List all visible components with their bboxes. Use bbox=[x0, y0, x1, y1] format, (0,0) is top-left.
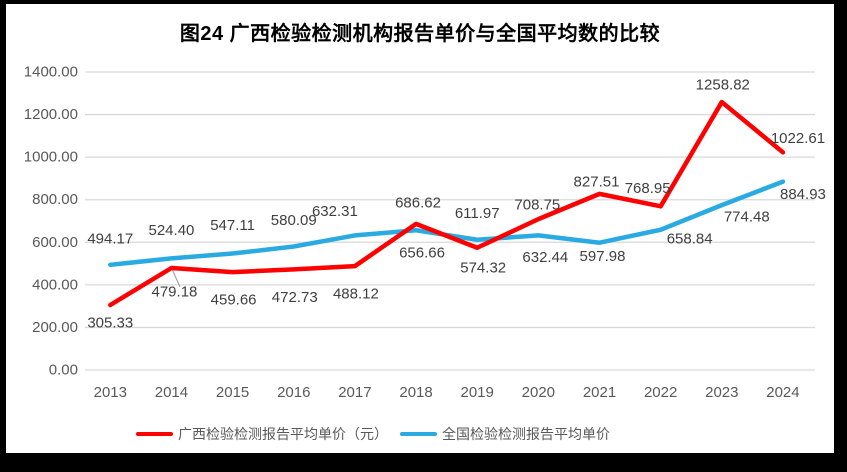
y-axis-tick-label: 1000.00 bbox=[24, 149, 78, 166]
data-label: 632.44 bbox=[522, 249, 568, 266]
y-axis-tick-label: 1200.00 bbox=[24, 106, 78, 123]
data-label: 1022.61 bbox=[771, 130, 825, 147]
data-label: 305.33 bbox=[87, 315, 133, 332]
x-axis-tick-label: 2022 bbox=[644, 384, 677, 401]
data-label: 774.48 bbox=[724, 209, 770, 226]
label-leader-line bbox=[171, 268, 181, 288]
data-label: 658.84 bbox=[667, 230, 713, 247]
guangxi-series-line bbox=[108, 99, 786, 308]
data-label: 632.31 bbox=[312, 203, 358, 220]
chart-canvas: 图24 广西检验检测机构报告单价与全国平均数的比较 0.00 200.00 400.… bbox=[6, 4, 834, 453]
data-label: 574.32 bbox=[460, 259, 506, 276]
data-label: 827.51 bbox=[574, 173, 620, 190]
x-axis-tick-label: 2015 bbox=[216, 384, 249, 401]
data-label: 472.73 bbox=[272, 289, 318, 306]
x-axis-tick-label: 2013 bbox=[94, 384, 127, 401]
data-label: 597.98 bbox=[580, 248, 626, 265]
x-axis-tick-label: 2019 bbox=[461, 384, 494, 401]
line-chart-plot: 0.00 200.00 400.00 600.00 800.00 1000.00 1200.… bbox=[24, 64, 826, 402]
data-label: 686.62 bbox=[395, 194, 441, 211]
legend-label-guangxi: 广西检验检测报告平均单价（元） bbox=[178, 426, 388, 442]
data-label: 479.18 bbox=[152, 284, 198, 301]
data-label: 580.09 bbox=[271, 212, 317, 229]
data-label: 1258.82 bbox=[696, 77, 750, 94]
legend-item-guangxi: 广西检验检测报告平均单价（元） bbox=[136, 424, 388, 444]
chart-legend: 广西检验检测报告平均单价（元） 全国检验检测报告平均单价 bbox=[0, 424, 787, 444]
blue-line-swatch bbox=[400, 431, 437, 437]
data-label: 884.93 bbox=[780, 186, 826, 203]
y-axis-tick-label: 800.00 bbox=[32, 191, 78, 208]
y-axis-tick-label: 1400.00 bbox=[24, 64, 78, 81]
y-axis-tick-label: 600.00 bbox=[32, 234, 78, 251]
legend-item-national: 全国检验检测报告平均单价 bbox=[400, 424, 610, 444]
data-label: 656.66 bbox=[399, 245, 445, 262]
data-label: 611.97 bbox=[455, 205, 500, 222]
x-axis-tick-label: 2024 bbox=[766, 384, 799, 401]
data-label: 459.66 bbox=[211, 292, 257, 309]
legend-label-national: 全国检验检测报告平均单价 bbox=[442, 426, 610, 442]
y-axis-tick-label: 200.00 bbox=[32, 319, 78, 336]
red-line-swatch bbox=[136, 431, 173, 437]
data-label: 494.17 bbox=[87, 230, 133, 247]
data-label: 547.11 bbox=[210, 217, 255, 234]
x-axis-tick-label: 2016 bbox=[277, 384, 310, 401]
chart-title: 图24 广西检验检测机构报告单价与全国平均数的比较 bbox=[179, 23, 661, 45]
data-label: 708.75 bbox=[514, 197, 560, 214]
x-axis-tick-label: 2021 bbox=[583, 384, 616, 401]
data-label: 488.12 bbox=[333, 286, 379, 303]
x-axis-tick-label: 2023 bbox=[705, 384, 738, 401]
data-label: 768.95 bbox=[625, 180, 671, 197]
x-axis-tick-label: 2017 bbox=[338, 384, 371, 401]
x-axis-tick-label: 2018 bbox=[399, 384, 432, 401]
x-axis-tick-label: 2014 bbox=[155, 384, 188, 401]
y-axis-tick-label: 400.00 bbox=[32, 276, 78, 293]
x-axis-tick-label: 2020 bbox=[522, 384, 555, 401]
y-axis-tick-label: 0.00 bbox=[49, 362, 78, 379]
data-label: 524.40 bbox=[149, 222, 195, 239]
